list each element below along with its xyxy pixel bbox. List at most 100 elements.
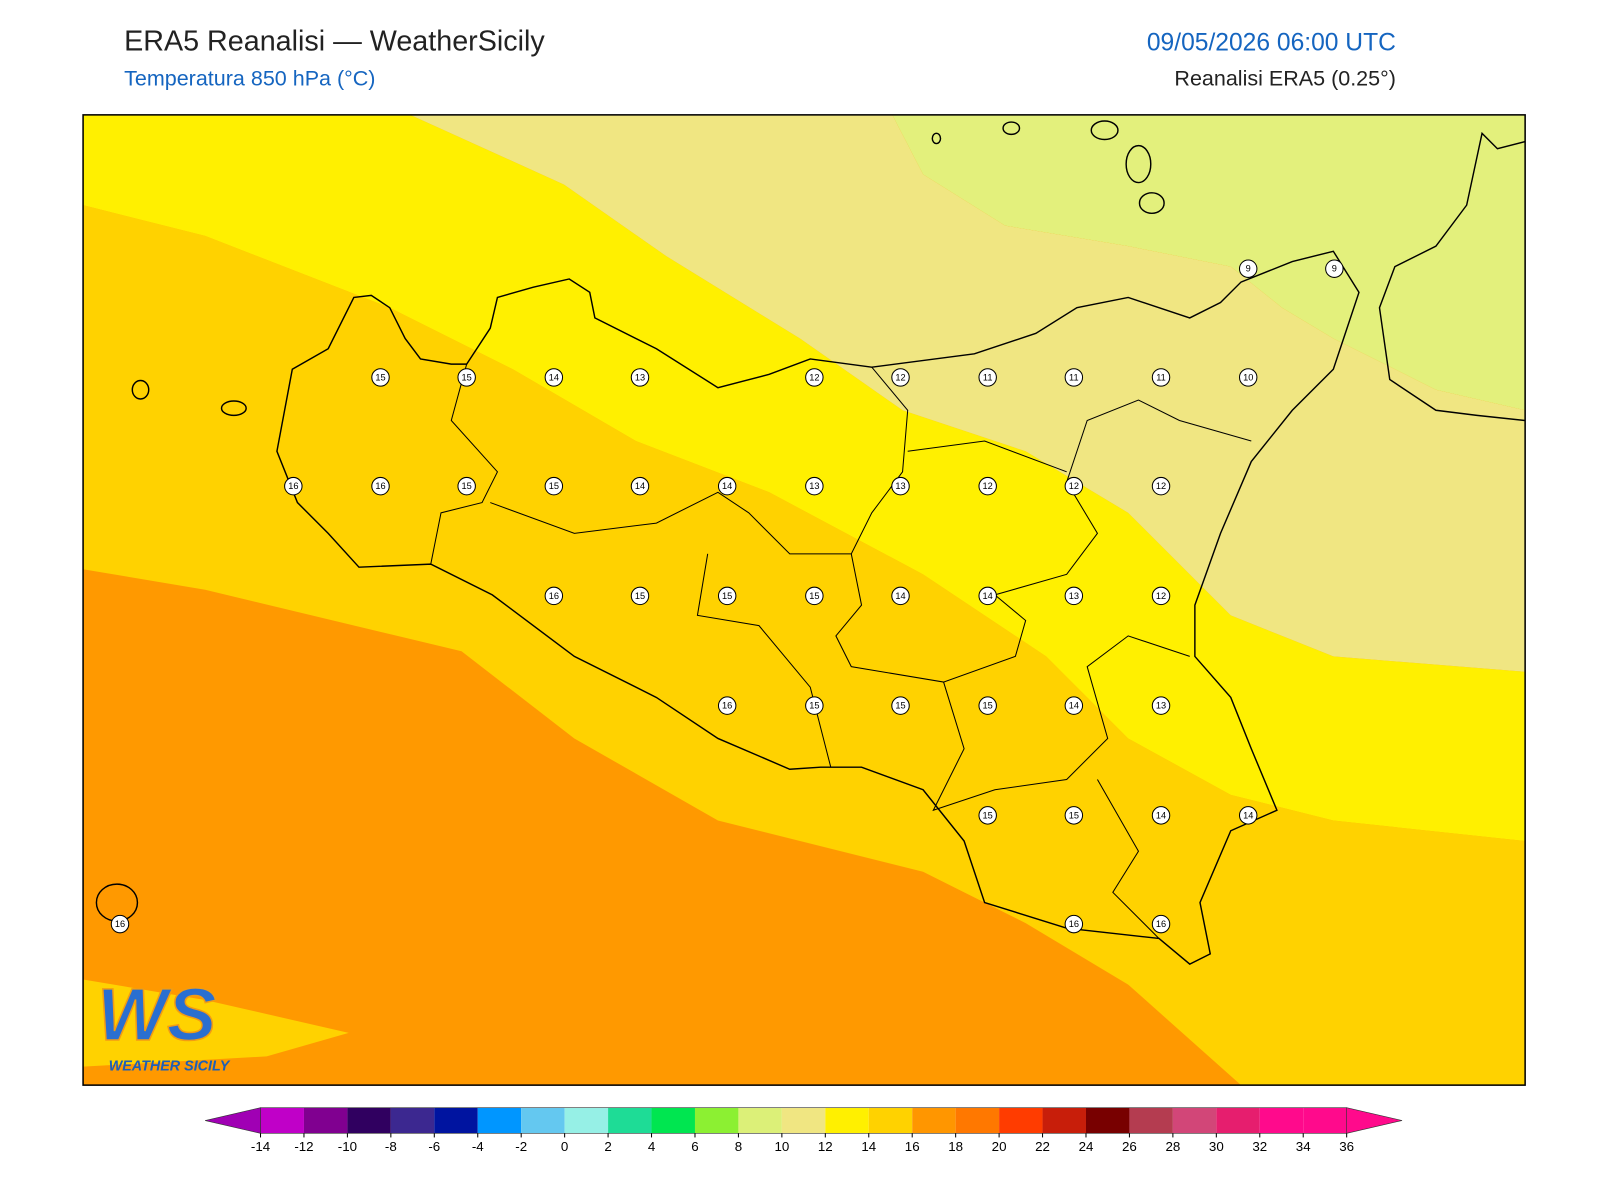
station-marker	[371, 368, 390, 387]
island	[220, 400, 247, 417]
station-marker	[1064, 696, 1084, 715]
colorbar-segment	[1085, 1107, 1130, 1134]
station-marker	[805, 476, 824, 496]
station-value: 16	[115, 919, 125, 929]
colorbar-tick-label: 34	[1296, 1139, 1311, 1154]
station-value: 16	[375, 481, 385, 491]
station-value: 12	[983, 481, 993, 491]
station-value: 13	[1156, 701, 1166, 711]
province-border	[932, 635, 1190, 812]
station-marker	[1064, 368, 1084, 387]
station-value: 14	[983, 591, 993, 601]
station-marker	[1064, 914, 1084, 934]
station: 12	[805, 368, 824, 387]
station-value: 11	[983, 372, 993, 382]
source: Reanalisi ERA5 (0.25°)	[1174, 67, 1395, 91]
station: 13	[1064, 586, 1084, 606]
station: 15	[805, 696, 824, 715]
station-marker	[1064, 806, 1084, 825]
station: 15	[1064, 806, 1084, 825]
colorbar-tick-label: 24	[1079, 1139, 1094, 1154]
station: 14	[1064, 696, 1084, 715]
stations: 15 15 14 13 12 12 11 11 11 10 9 9 16 16 15 15 14 14 13 13 12…	[110, 259, 1344, 934]
colorbar-over	[1346, 1107, 1403, 1134]
station-marker	[1151, 806, 1171, 825]
station-value: 15	[462, 481, 472, 491]
station-value: 16	[722, 701, 732, 711]
station: 15	[891, 696, 910, 715]
station: 14	[630, 476, 650, 496]
station-value: 9	[1332, 264, 1337, 274]
station: 14	[1238, 806, 1258, 825]
station-value: 14	[1069, 701, 1079, 711]
station-value: 15	[895, 701, 905, 711]
map-frame	[82, 114, 1526, 1086]
station-marker	[371, 476, 390, 496]
colorbar-segment	[347, 1107, 391, 1134]
station-marker	[457, 476, 476, 496]
province-border	[490, 366, 909, 555]
station: 15	[544, 476, 564, 496]
station-marker	[1151, 368, 1171, 387]
station-marker	[978, 368, 997, 387]
colorbar-tick-label: -14	[251, 1139, 271, 1154]
station-marker	[1064, 586, 1084, 606]
subtitle: Temperatura 850 hPa (°C)	[124, 67, 375, 91]
station-marker	[110, 914, 130, 934]
station-marker	[630, 586, 650, 606]
colorbar-tick-label: 0	[561, 1139, 568, 1154]
colorbar-tick-label: 16	[905, 1139, 920, 1154]
colorbar-segment	[303, 1107, 348, 1134]
station-value: 15	[462, 372, 472, 382]
colorbar-segment	[1042, 1107, 1086, 1134]
sicily-coast	[276, 250, 1360, 965]
colorbar-segment	[434, 1107, 478, 1134]
station: 15	[457, 476, 476, 496]
colorbar-tick-label: 28	[1165, 1139, 1180, 1154]
colorbar-tick-label: 32	[1252, 1139, 1267, 1154]
colorbar-tick-label: 14	[861, 1139, 876, 1154]
station: 15	[805, 586, 824, 606]
station-marker	[978, 476, 997, 496]
station: 13	[630, 368, 650, 387]
field-14-16	[83, 205, 1526, 1086]
station: 9	[1325, 259, 1344, 278]
island	[1090, 120, 1119, 141]
colorbar-tick-label: 20	[992, 1139, 1007, 1154]
station-value: 14	[722, 481, 732, 491]
station: 13	[805, 476, 824, 496]
colorbar-tick-label: 22	[1035, 1139, 1050, 1154]
station: 15	[371, 368, 390, 387]
station-marker	[544, 586, 564, 606]
station-value: 15	[375, 372, 385, 382]
station: 15	[978, 806, 997, 825]
colorbar-segment	[564, 1107, 609, 1134]
station-value: 15	[809, 701, 819, 711]
colorbar-tick-label: 2	[604, 1139, 611, 1154]
station: 16	[544, 586, 564, 606]
colorbar-segment	[1216, 1107, 1260, 1134]
station: 12	[1151, 586, 1171, 606]
station-marker	[717, 696, 737, 715]
station: 10	[1238, 368, 1258, 387]
colorbar-segment	[955, 1107, 1000, 1134]
station-marker	[717, 586, 737, 606]
station-marker	[1151, 696, 1171, 715]
station: 11	[978, 368, 997, 387]
station-value: 10	[1243, 372, 1253, 382]
colorbar-segment	[868, 1107, 913, 1134]
station-marker	[891, 586, 910, 606]
colorbar-segment	[260, 1107, 304, 1134]
colorbar-tick-label: -6	[428, 1139, 440, 1154]
station: 16	[1064, 914, 1084, 934]
station-value: 15	[983, 701, 993, 711]
station-value: 12	[1069, 481, 1079, 491]
colorbar-segment	[825, 1107, 869, 1134]
station: 16	[110, 914, 130, 934]
station: 12	[891, 368, 910, 387]
station-marker	[717, 476, 737, 496]
station: 15	[717, 586, 737, 606]
station-value: 11	[1156, 372, 1166, 382]
station-value: 13	[895, 481, 905, 491]
